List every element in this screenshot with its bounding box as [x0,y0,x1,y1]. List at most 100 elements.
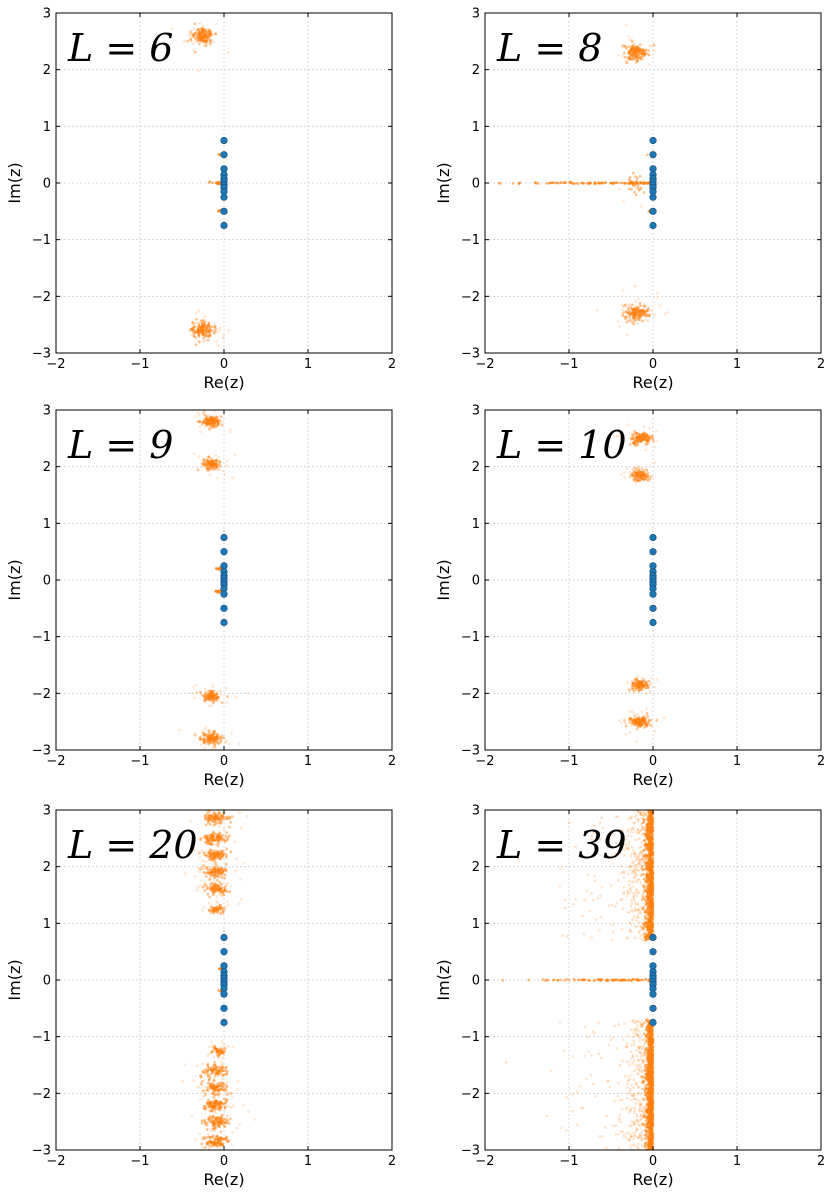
orange-point [201,1090,205,1094]
orange-point [211,1071,215,1074]
orange-point [621,44,624,47]
orange-point [637,472,641,476]
orange-point [641,473,645,477]
orange-point [214,1108,217,1112]
orange-point [210,419,213,423]
orange-point [645,902,648,906]
orange-point [219,1104,223,1108]
orange-point [637,310,641,314]
orange-point [209,810,213,813]
orange-point [207,1052,211,1056]
orange-point [221,1050,225,1054]
orange-point [206,738,210,742]
orange-point [209,692,213,696]
orange-point [213,737,217,741]
orange-point [212,1142,216,1145]
orange-point [213,1110,216,1114]
orange-point [624,724,628,728]
orange-point [217,1090,221,1093]
orange-point [220,1081,224,1085]
orange-point [205,1101,209,1105]
orange-point [627,828,630,831]
orange-point [208,36,211,39]
orange-point [638,862,642,865]
orange-point [214,1117,218,1121]
orange-point [215,884,219,888]
orange-point [209,840,213,844]
orange-point [199,331,203,335]
orange-point [213,1087,217,1091]
orange-point [206,469,210,472]
orange-point [632,322,636,326]
orange-point [221,336,225,340]
orange-point [246,1110,250,1114]
orange-point [204,29,208,33]
orange-point [642,438,646,441]
orange-point [208,847,211,851]
orange-point [635,476,639,480]
orange-point [212,816,216,820]
orange-point [632,48,636,52]
orange-point [632,474,635,478]
orange-point [213,737,217,741]
orange-point [634,684,638,688]
orange-point [643,844,647,847]
orange-point [639,313,643,316]
orange-point [213,856,216,860]
orange-point [205,834,209,837]
orange-point [204,422,208,425]
orange-point [213,696,217,699]
orange-point [222,893,225,897]
orange-point [223,1105,227,1109]
orange-point [614,841,618,845]
orange-point [204,29,207,32]
orange-point [212,417,215,421]
orange-point [639,181,643,184]
orange-point [636,682,639,685]
orange-point [205,854,209,858]
orange-point [219,894,223,898]
orange-point [200,1083,204,1087]
orange-point [213,694,217,697]
orange-point [620,721,623,725]
orange-point [637,720,641,723]
orange-point [213,423,216,426]
blue-point [649,533,657,542]
orange-point [636,674,640,678]
orange-point [210,815,214,818]
orange-point [637,468,641,472]
orange-point [207,854,211,858]
orange-point [212,817,215,821]
orange-point [632,308,635,312]
orange-point [203,419,206,423]
orange-point [207,1077,211,1081]
orange-point [214,838,217,842]
orange-point [647,438,651,442]
blue-point [220,933,228,942]
orange-point [641,52,645,55]
orange-point [211,909,215,912]
orange-point [213,735,216,739]
orange-point [639,683,643,687]
orange-point [202,323,206,327]
orange-point [621,288,625,292]
orange-point [611,833,615,837]
orange-point [638,681,641,685]
orange-point [207,417,211,421]
orange-point [219,1059,223,1063]
orange-point [641,432,645,436]
orange-point [633,876,637,879]
orange-point [214,1118,218,1122]
y-tick-label: −3 [32,1144,51,1159]
orange-point [212,1085,216,1089]
orange-point [220,909,223,912]
orange-point [201,27,205,31]
orange-point [210,325,214,329]
orange-point [645,867,649,870]
orange-point [640,476,643,480]
orange-point [213,1120,217,1124]
orange-point [633,313,636,317]
orange-point [225,1140,229,1144]
orange-point [631,467,635,471]
